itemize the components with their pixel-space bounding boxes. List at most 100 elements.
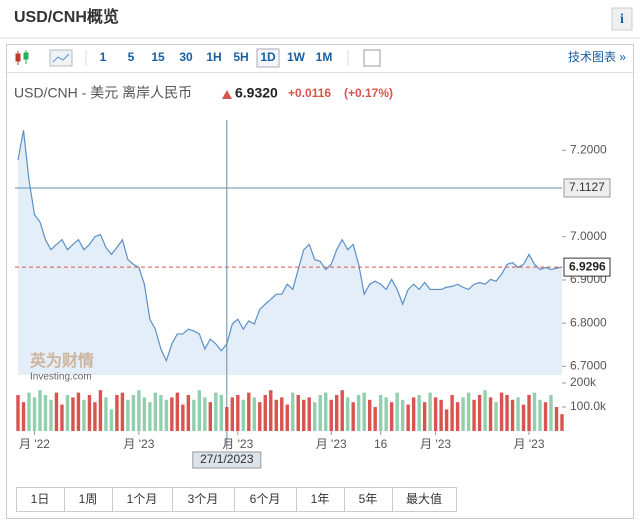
- range-label[interactable]: 3个月: [188, 492, 219, 506]
- volume-bar: [126, 399, 130, 431]
- volume-bar: [428, 392, 432, 431]
- volume-bar: [252, 397, 256, 431]
- volume-bar: [280, 397, 284, 431]
- volume-bar: [367, 399, 372, 431]
- quote-change: +0.0116: [288, 86, 331, 100]
- volume-bar: [433, 397, 438, 431]
- volume-bar: [258, 402, 262, 431]
- volume-bar: [455, 402, 460, 431]
- volume-bar: [60, 404, 64, 431]
- volume-bar: [76, 392, 81, 431]
- settings-icon[interactable]: [363, 49, 381, 67]
- range-button[interactable]: [64, 487, 113, 512]
- info-button[interactable]: [611, 7, 633, 31]
- watermark: 英为财情: [29, 351, 94, 370]
- volume-bar: [197, 390, 202, 431]
- volume-bar: [296, 395, 300, 431]
- volume-bar: [16, 395, 20, 431]
- volume-bar: [499, 392, 504, 431]
- volume-bar: [43, 395, 48, 431]
- interval-button[interactable]: 5H: [233, 50, 248, 64]
- range-button[interactable]: [234, 487, 297, 512]
- interval-button[interactable]: 30: [179, 50, 193, 64]
- volume-bar: [472, 399, 476, 431]
- range-button[interactable]: [172, 487, 235, 512]
- last-price-box: [563, 257, 611, 277]
- last-price-label: 6.9296: [569, 259, 606, 273]
- x-tick-label: 月 '23: [316, 437, 347, 451]
- crosshair-x-label: 27/1/2023: [200, 452, 254, 466]
- volume-bar: [444, 409, 449, 431]
- volume-bar: [21, 402, 26, 431]
- volume-bar: [225, 407, 229, 431]
- interval-button[interactable]: 1W: [287, 50, 306, 64]
- volume-bar: [389, 402, 394, 431]
- volume-bar: [203, 397, 207, 431]
- volume-bar: [384, 397, 388, 431]
- volume-bar: [351, 402, 355, 431]
- volume-bar: [527, 395, 531, 431]
- volume-bar: [230, 397, 235, 431]
- volume-bar: [406, 404, 410, 431]
- interval-button[interactable]: 5: [128, 50, 135, 64]
- interval-button[interactable]: 1D: [260, 50, 276, 64]
- volume-bar: [153, 392, 158, 431]
- crosshair-x-box: [192, 451, 262, 469]
- quote-name: USD/CNH - 美元 离岸人民币: [14, 85, 192, 101]
- range-label[interactable]: 5年: [359, 492, 378, 506]
- volume-bar: [38, 390, 42, 431]
- volume-bar: [159, 395, 163, 431]
- range-button[interactable]: [112, 487, 173, 512]
- volume-bar: [71, 397, 75, 431]
- volume-bar: [543, 402, 548, 431]
- interval-button[interactable]: 15: [151, 50, 165, 64]
- range-label[interactable]: 1年: [311, 492, 330, 506]
- x-tick-label: 月 '23: [222, 437, 253, 451]
- crosshair-y-label: 7.1127: [569, 180, 605, 194]
- volume-bar: [274, 399, 278, 431]
- interval-selected[interactable]: [256, 48, 280, 68]
- range-label[interactable]: 1个月: [127, 492, 158, 506]
- range-label[interactable]: 最大值: [406, 491, 442, 506]
- range-label[interactable]: 1周: [79, 492, 98, 506]
- volume-bar: [98, 390, 103, 431]
- volume-bar: [93, 402, 97, 431]
- volume-bar: [269, 390, 273, 431]
- line-icon-glyph: [52, 53, 70, 63]
- volume-bar: [175, 392, 180, 431]
- volume-bar: [422, 402, 427, 431]
- volume-bar: [488, 397, 493, 431]
- watermark: Investing.com: [30, 372, 92, 383]
- candle-icon[interactable]: [15, 50, 29, 65]
- quote-change-pct: (+0.17%): [344, 86, 393, 100]
- volume-bar: [439, 399, 443, 431]
- volume-bar: [142, 397, 147, 431]
- y-tick-label: 7.2000: [570, 142, 607, 156]
- volume-bar: [104, 397, 108, 431]
- volume-bar: [214, 392, 218, 431]
- info-label[interactable]: i: [620, 12, 624, 27]
- quote-price: 6.9320: [235, 85, 278, 101]
- interval-button[interactable]: 1H: [206, 50, 221, 64]
- interval-button[interactable]: 1: [100, 50, 107, 64]
- range-button[interactable]: [16, 487, 65, 512]
- volume-bar: [461, 397, 465, 431]
- volume-bar: [148, 402, 152, 431]
- volume-bar: [554, 407, 559, 431]
- x-tick-label: 月 '23: [123, 437, 154, 451]
- line-icon[interactable]: [49, 49, 73, 67]
- volume-bar: [356, 395, 361, 431]
- volume-bar: [120, 392, 125, 431]
- range-button[interactable]: [392, 487, 457, 512]
- range-label[interactable]: 6个月: [250, 492, 281, 506]
- up-arrow: [222, 90, 232, 99]
- y-tick-label: 7.0000: [570, 229, 607, 243]
- range-label[interactable]: 1日: [31, 492, 50, 506]
- volume-bar: [49, 399, 53, 431]
- volume-bar: [324, 392, 328, 431]
- interval-button[interactable]: 1M: [316, 50, 333, 64]
- volume-bar: [318, 395, 322, 431]
- tech-chart-link[interactable]: 技术图表 »: [568, 50, 626, 64]
- volume-bar: [32, 397, 37, 431]
